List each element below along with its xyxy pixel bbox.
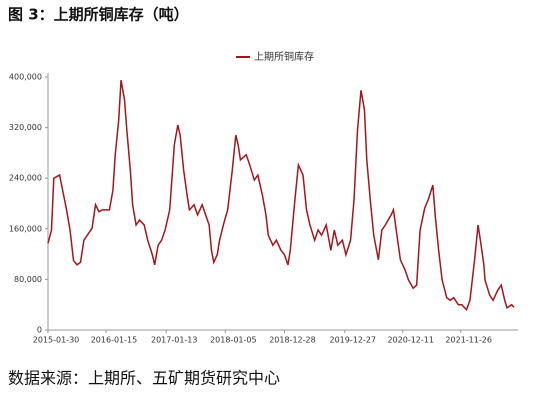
y-tick-label: 160,000: [9, 224, 42, 233]
source-note: 数据来源：上期所、五矿期货研究中心: [8, 369, 280, 388]
x-tick-label: 2015-01-30: [33, 336, 80, 345]
x-tick-label: 2018-01-05: [210, 336, 257, 345]
y-tick-label: 0: [37, 326, 42, 335]
x-tick-label: 2021-11-26: [445, 336, 492, 345]
x-tick-label: 2019-12-27: [330, 336, 377, 345]
y-tick-label: 320,000: [9, 123, 42, 132]
y-tick-label: 400,000: [9, 73, 42, 82]
x-tick-label: 2018-12-28: [269, 336, 316, 345]
y-tick-label: 80,000: [14, 275, 42, 284]
line-series: [47, 80, 515, 312]
y-tick-label: 240,000: [9, 174, 42, 183]
x-tick-label: 2020-12-11: [387, 336, 434, 345]
legend-label: 上期所铜库存: [254, 50, 314, 63]
x-tick-label: 2017-01-13: [151, 336, 198, 345]
chart-title: 图 3：上期所铜库存（吨）: [8, 6, 189, 24]
x-tick-label: 2016-01-15: [91, 336, 138, 345]
